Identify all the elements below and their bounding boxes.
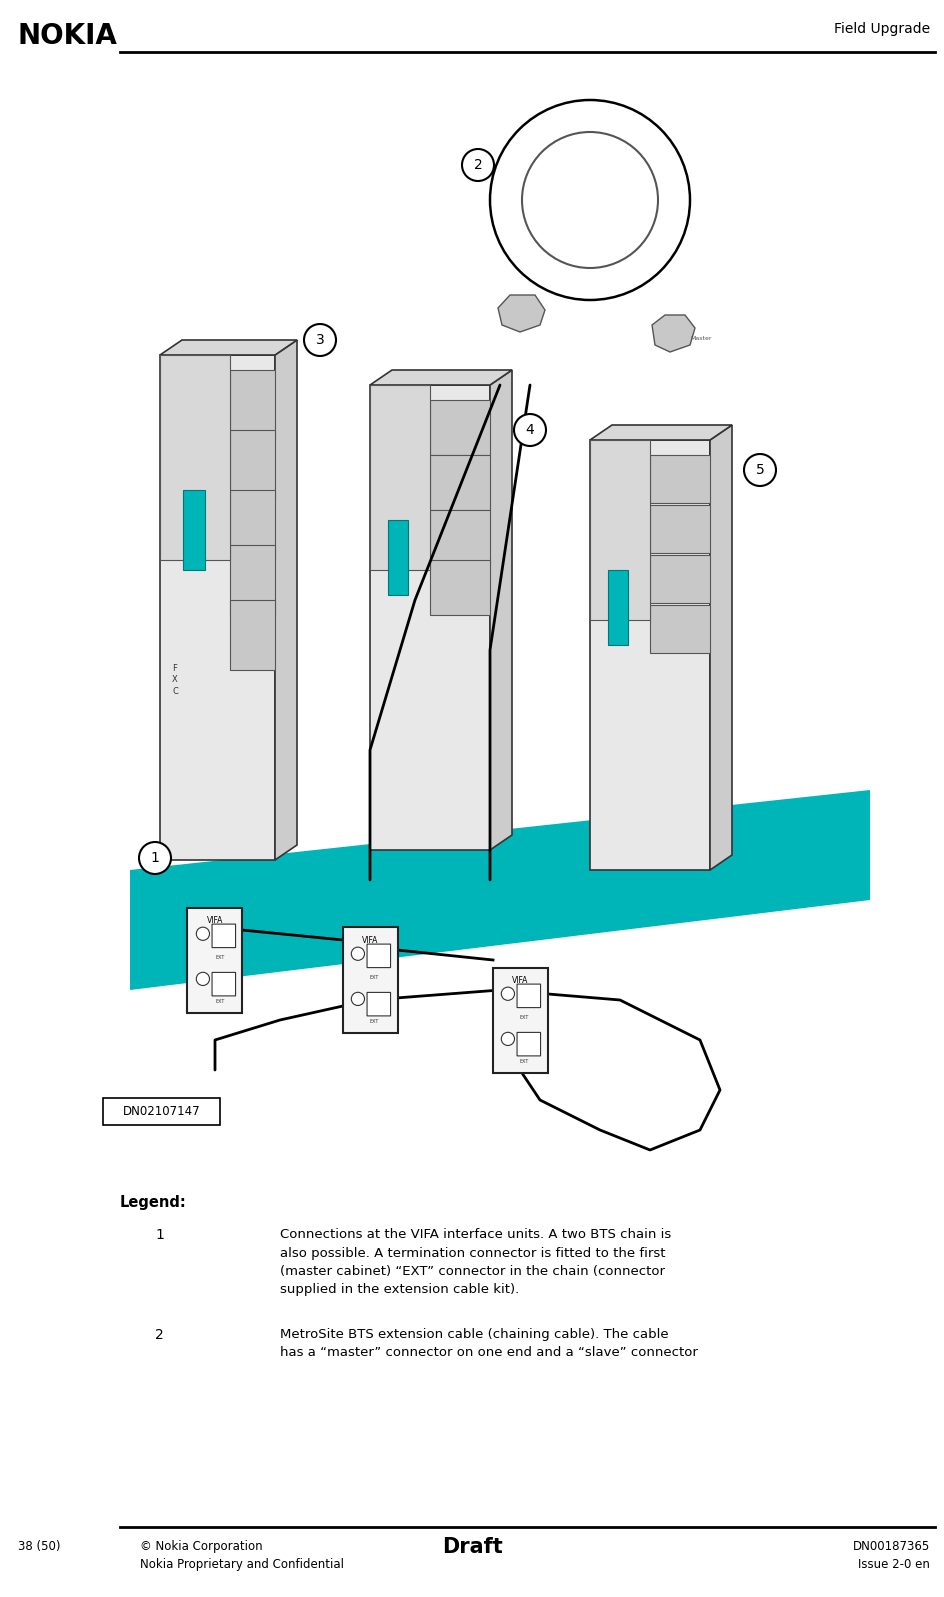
Text: EXT: EXT [370,974,379,979]
Text: 5: 5 [755,463,764,478]
Text: 4: 4 [525,423,533,438]
Text: 38 (50): 38 (50) [18,1540,60,1552]
Text: DN02107147: DN02107147 [123,1105,200,1118]
Circle shape [304,324,336,356]
Text: EXT: EXT [519,1014,529,1020]
Polygon shape [589,425,732,441]
Text: Nokia Proprietary and Confidential: Nokia Proprietary and Confidential [140,1559,344,1571]
Bar [187,907,243,1012]
Bar [103,1099,220,1124]
Polygon shape [130,791,869,990]
Bar [649,556,709,604]
Bar [430,509,490,565]
Bar [342,928,397,1033]
Text: EXT: EXT [370,1019,379,1024]
FancyBboxPatch shape [211,925,235,947]
Text: VIFA: VIFA [207,917,223,925]
Text: MetroSite BTS extension cable (chaining cable). The cable
has a “master” connect: MetroSite BTS extension cable (chaining … [279,1329,697,1359]
Circle shape [351,947,364,960]
Polygon shape [709,425,732,870]
Circle shape [351,992,364,1006]
Circle shape [139,842,171,874]
Bar [589,441,649,620]
Text: VIFA: VIFA [512,976,528,985]
Bar [229,490,275,561]
Text: NOKIA: NOKIA [18,22,118,50]
Text: 1: 1 [150,851,160,866]
Bar [430,399,490,455]
Bar [430,561,490,615]
Circle shape [514,414,546,446]
FancyBboxPatch shape [516,984,540,1008]
Bar [229,430,275,500]
Text: © Nokia Corporation: © Nokia Corporation [140,1540,262,1552]
Bar [589,441,709,870]
Text: 3: 3 [315,334,324,347]
Bar [160,355,275,861]
Text: VIFA: VIFA [362,936,378,945]
Bar [649,605,709,653]
Circle shape [743,454,775,485]
FancyBboxPatch shape [211,973,235,997]
Polygon shape [497,295,545,332]
Bar [160,355,229,561]
Polygon shape [370,371,512,385]
Text: 1: 1 [155,1228,163,1242]
Bar [649,455,709,503]
FancyBboxPatch shape [366,944,390,968]
Circle shape [196,973,210,985]
Polygon shape [651,315,694,351]
Text: EXT: EXT [215,998,224,1005]
Text: 2: 2 [155,1329,163,1341]
Text: EXT: EXT [215,955,224,960]
Polygon shape [160,340,296,355]
Bar [229,600,275,671]
Circle shape [196,928,210,941]
Polygon shape [490,371,512,850]
Bar [229,371,275,441]
Text: F
X
C: F X C [172,664,177,696]
FancyBboxPatch shape [516,1032,540,1056]
Bar [370,385,490,850]
Bar [649,505,709,553]
Text: 2: 2 [473,158,481,172]
Bar [607,570,628,645]
Text: Field Upgrade: Field Upgrade [833,22,929,37]
Text: Master: Master [689,335,711,340]
Bar [370,385,430,570]
Bar [229,545,275,615]
Text: Legend:: Legend: [120,1195,187,1211]
Bar [430,455,490,509]
Bar [183,490,205,570]
Polygon shape [275,340,296,861]
Text: EXT: EXT [519,1059,529,1064]
Circle shape [500,1032,514,1046]
Text: Connections at the VIFA interface units. A two BTS chain is
also possible. A ter: Connections at the VIFA interface units.… [279,1228,670,1297]
Circle shape [500,987,514,1000]
Circle shape [462,149,494,180]
Text: DN00187365: DN00187365 [851,1540,929,1552]
FancyBboxPatch shape [366,992,390,1016]
Bar [492,968,547,1073]
Text: Draft: Draft [441,1536,502,1557]
Text: Issue 2-0 en: Issue 2-0 en [857,1559,929,1571]
Bar [388,521,408,596]
